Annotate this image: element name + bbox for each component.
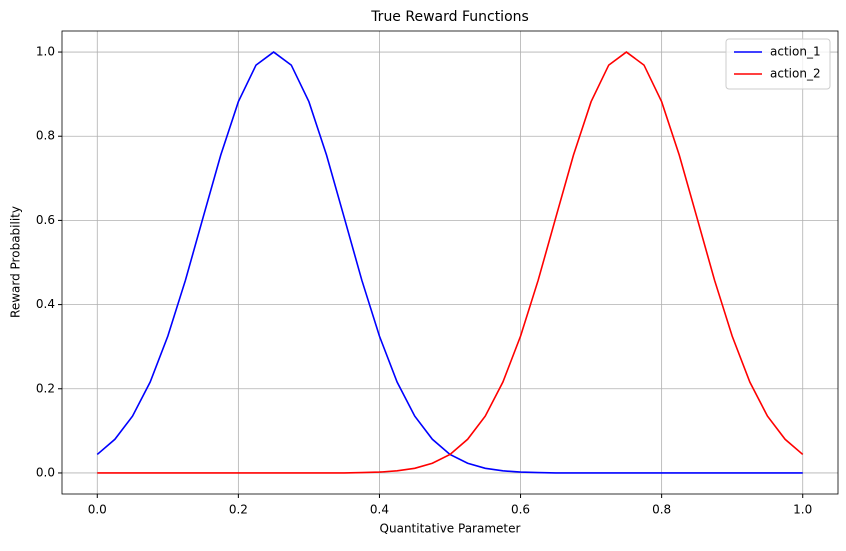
x-tick-label: 0.2 — [229, 503, 248, 517]
x-tick-label: 0.8 — [652, 503, 671, 517]
x-tick-label: 0.0 — [88, 503, 107, 517]
y-tick-label: 1.0 — [36, 45, 55, 59]
plot-frame — [61, 30, 839, 495]
chart-title: True Reward Functions — [370, 9, 529, 25]
series-line — [97, 51, 804, 474]
y-tick-label: 0.6 — [36, 213, 55, 227]
y-tick-label: 0.4 — [36, 297, 55, 311]
legend-label: action_1 — [770, 45, 821, 59]
y-tick-label: 0.0 — [36, 465, 55, 479]
x-axis-label: Quantitative Parameter — [380, 522, 521, 536]
x-tick-label: 0.6 — [511, 503, 530, 517]
x-tick-label: 0.4 — [370, 503, 389, 517]
legend-label: action_2 — [770, 67, 821, 81]
y-axis-label: Reward Probability — [9, 206, 23, 318]
series-line — [96, 51, 803, 474]
x-tick-label: 1.0 — [793, 503, 812, 517]
y-tick-label: 0.2 — [36, 381, 55, 395]
y-tick-label: 0.8 — [36, 129, 55, 143]
